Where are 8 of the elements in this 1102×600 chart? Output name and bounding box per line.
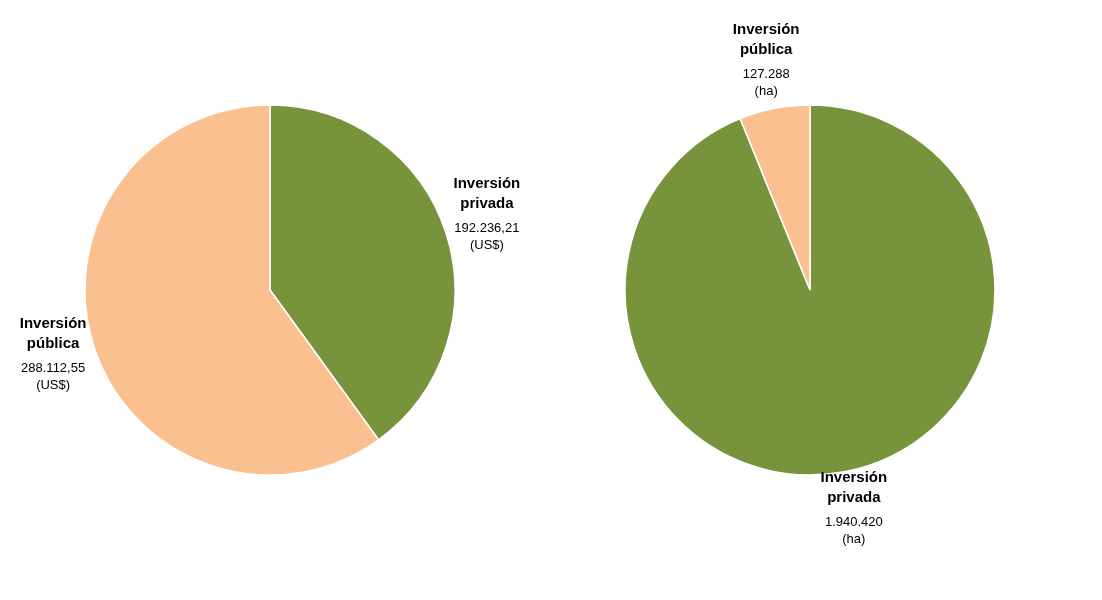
slice-label: Inversión pública [732,20,800,58]
data-label: 288.112,55 (US$) [21,360,86,393]
slice-label: Inversión pública [19,314,87,352]
data-label: 192.236,21 (US$) [454,219,520,252]
slice-label: Inversión privada [453,173,521,211]
data-label: 127.288 (ha) [742,66,790,99]
data-label: 1.940.420 (ha) [824,513,883,546]
slice-label: Inversión privada [820,467,888,505]
